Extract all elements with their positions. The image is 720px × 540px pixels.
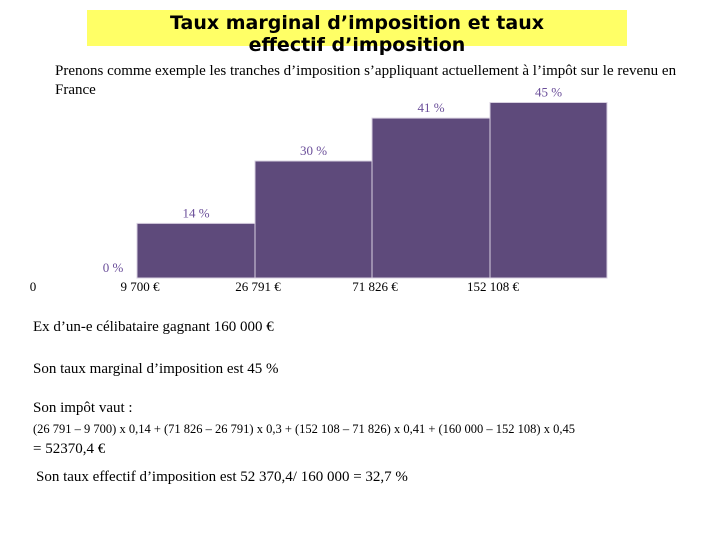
value-label: 45 %	[535, 84, 562, 99]
example-text: Ex d’un-e célibataire gagnant 160 000 €	[33, 319, 274, 335]
marginal-text: Son taux marginal d’imposition est 45 %	[33, 361, 279, 377]
formula: (26 791 – 9 700) x 0,14 + (71 826 – 26 7…	[33, 422, 575, 436]
intro-text: Prenons comme exemple les tranches d’imp…	[55, 63, 677, 98]
value-label: 0 %	[103, 260, 124, 275]
x-tick-label: 71 826 €	[352, 279, 398, 294]
step-bar	[254, 160, 373, 279]
step-bar	[371, 117, 491, 279]
slide-title: Taux marginal d’imposition et taux effec…	[170, 12, 544, 56]
value-label: 30 %	[300, 143, 327, 158]
value-label: 41 %	[417, 100, 444, 115]
x-tick-label: 9 700 €	[121, 279, 161, 294]
effective-text: Son taux effectif d’imposition est 52 37…	[36, 469, 408, 485]
x-tick-label: 152 108 €	[467, 279, 520, 294]
step-bar	[136, 222, 256, 279]
tax-heading: Son impôt vaut :	[33, 400, 133, 416]
x-tick-label: 0	[30, 279, 37, 294]
result: = 52370,4 €	[33, 441, 106, 457]
x-tick-label: 26 791 €	[235, 279, 281, 294]
step-bar	[489, 102, 608, 279]
value-label: 14 %	[182, 205, 209, 220]
title-background	[87, 10, 627, 46]
